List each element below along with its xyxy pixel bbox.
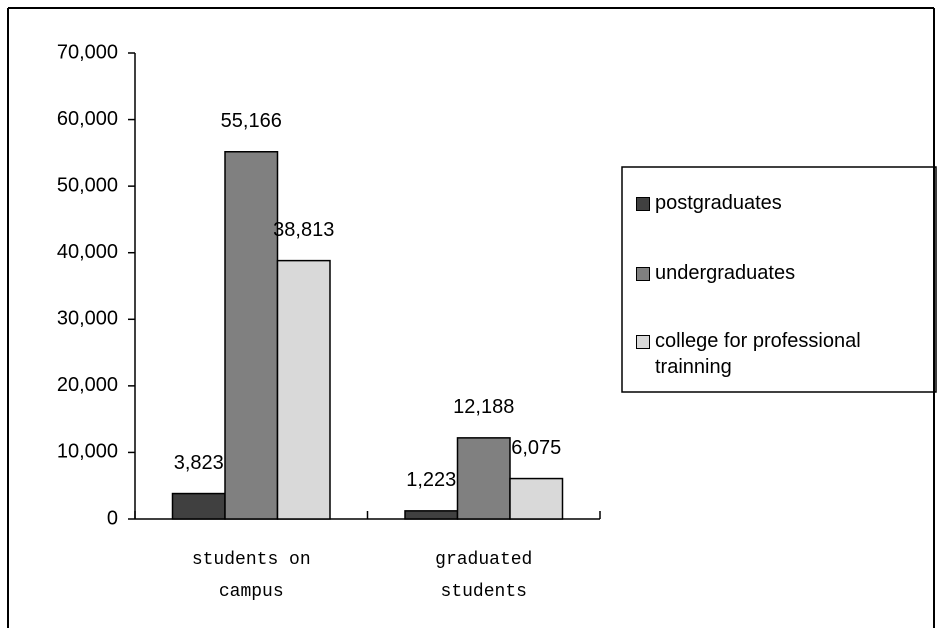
legend-swatch — [636, 267, 650, 281]
bar — [276, 259, 331, 520]
legend-label: college for professional trainning — [655, 330, 861, 378]
bar — [224, 151, 279, 520]
value-label: 6,075 — [511, 437, 561, 459]
legend-label: undergraduates — [655, 262, 796, 284]
bar — [509, 477, 564, 520]
value-label: 55,166 — [221, 110, 282, 132]
y-tick-label: 60,000 — [57, 108, 118, 130]
y-tick-label: 10,000 — [57, 441, 118, 463]
bar — [404, 510, 459, 520]
y-tick-label: 70,000 — [57, 41, 118, 63]
legend-box — [621, 166, 937, 393]
value-label: 38,813 — [273, 219, 334, 241]
value-label: 12,188 — [453, 396, 514, 418]
y-tick-label: 30,000 — [57, 308, 118, 330]
bar — [456, 437, 511, 520]
legend-swatch — [636, 335, 650, 349]
x-tick-label: students on campus — [191, 550, 311, 602]
legend-swatch — [636, 197, 650, 211]
y-tick-label: 50,000 — [57, 174, 118, 196]
y-tick-label: 0 — [107, 507, 118, 529]
legend-label: postgraduates — [655, 192, 782, 214]
value-label: 3,823 — [174, 452, 224, 474]
y-tick-label: 40,000 — [57, 241, 118, 263]
y-tick-label: 20,000 — [57, 374, 118, 396]
value-label: 1,223 — [406, 469, 456, 491]
x-tick-label: graduated students — [435, 550, 533, 602]
bar — [171, 492, 226, 520]
